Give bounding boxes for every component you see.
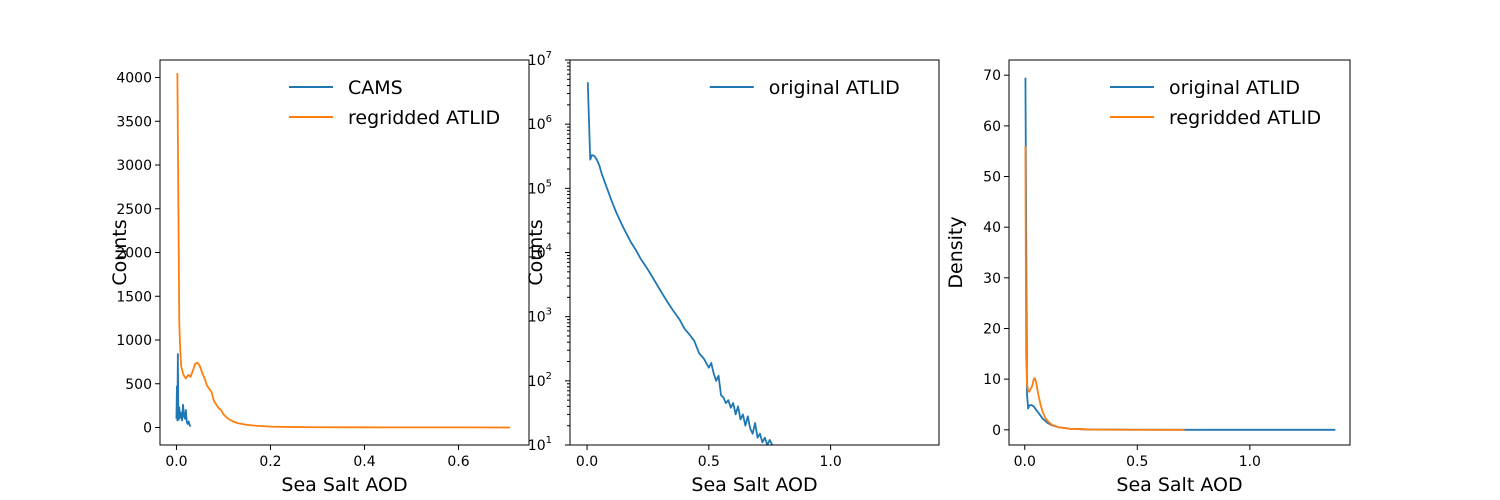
y-tick-label: 1000 (116, 333, 152, 349)
y-tick-label: 1500 (116, 289, 152, 305)
x-axis: 0.0 0.5 1.0 (576, 445, 842, 470)
y-tick-label: 105 (528, 178, 552, 197)
y-tick-label: 101 (528, 435, 552, 454)
plot-frame (569, 59, 940, 446)
y-axis-label: Counts (525, 219, 547, 285)
y-axis-label: Density (945, 216, 967, 288)
y-tick-label: 30 (983, 271, 1001, 287)
x-axis: 0.0 0.5 1.0 (1014, 445, 1261, 470)
legend-label: original ATLID (769, 77, 900, 99)
panel-counts-linear: 0.0 0.2 0.4 0.6 0 500 1000 1500 2000 2500 3000 350… (109, 59, 530, 496)
y-tick-label: 20 (983, 321, 1001, 337)
series-layer (1024, 77, 1336, 431)
y-tick-label: 4000 (116, 71, 152, 87)
y-tick-label: 106 (528, 114, 552, 133)
series-layer (586, 82, 773, 445)
x-tick-label: 0.2 (259, 454, 281, 470)
y-tick-label: 3000 (116, 158, 152, 174)
x-tick-label: 0.0 (165, 454, 187, 470)
y-tick-label: 40 (983, 220, 1001, 236)
y-tick-label: 102 (528, 371, 552, 390)
y-tick-label: 2000 (116, 246, 152, 262)
legend: original ATLID (709, 77, 900, 99)
legend-label: regridded ATLID (348, 107, 500, 129)
x-axis-label: Sea Salt AOD (281, 474, 407, 496)
y-tick-label: 50 (983, 170, 1001, 186)
x-axis-label: Sea Salt AOD (1116, 474, 1242, 496)
y-axis-label: Counts (109, 219, 131, 285)
plot-frame (1008, 59, 1351, 446)
x-tick-label: 0.0 (1014, 454, 1036, 470)
legend-label: CAMS (348, 77, 403, 99)
y-tick-label: 70 (983, 68, 1001, 84)
series-line-original-atlid (1024, 77, 1336, 431)
series-layer (175, 73, 511, 429)
y-tick-label: 0 (143, 421, 152, 437)
x-tick-label: 0.0 (576, 454, 598, 470)
y-tick-label: 60 (983, 119, 1001, 135)
legend: original ATLID regridded ATLID (1110, 77, 1321, 129)
series-line-cams (175, 353, 192, 428)
y-axis: 0 500 1000 1500 2000 2500 3000 3500 4000 (116, 71, 160, 437)
series-line-original-atlid (586, 82, 773, 445)
y-tick-label: 2500 (116, 202, 152, 218)
x-tick-label: 0.5 (1126, 454, 1148, 470)
legend: CAMS regridded ATLID (289, 77, 500, 129)
y-tick-label: 500 (125, 377, 152, 393)
x-tick-label: 0.5 (698, 454, 720, 470)
legend-label: regridded ATLID (1169, 107, 1321, 129)
x-axis: 0.0 0.2 0.4 0.6 (165, 445, 470, 470)
y-tick-label: 103 (528, 307, 552, 326)
y-tick-label: 107 (528, 50, 552, 69)
x-tick-label: 1.0 (819, 454, 841, 470)
y-axis: 0 10 20 30 40 50 60 70 (983, 68, 1009, 439)
panel-density: 0.0 0.5 1.0 0 10 20 30 40 50 60 70 Sea Salt AOD D… (945, 59, 1351, 496)
y-tick-label: 0 (992, 423, 1001, 439)
x-axis-label: Sea Salt AOD (691, 474, 817, 496)
x-tick-label: 0.4 (353, 454, 375, 470)
x-tick-label: 1.0 (1239, 454, 1261, 470)
y-tick-label: 10 (983, 372, 1001, 388)
series-line-regridded-atlid (1024, 146, 1185, 431)
series-line-regridded-atlid (176, 73, 511, 429)
legend-label: original ATLID (1169, 77, 1300, 99)
y-tick-label: 3500 (116, 114, 152, 130)
x-tick-label: 0.6 (447, 454, 469, 470)
